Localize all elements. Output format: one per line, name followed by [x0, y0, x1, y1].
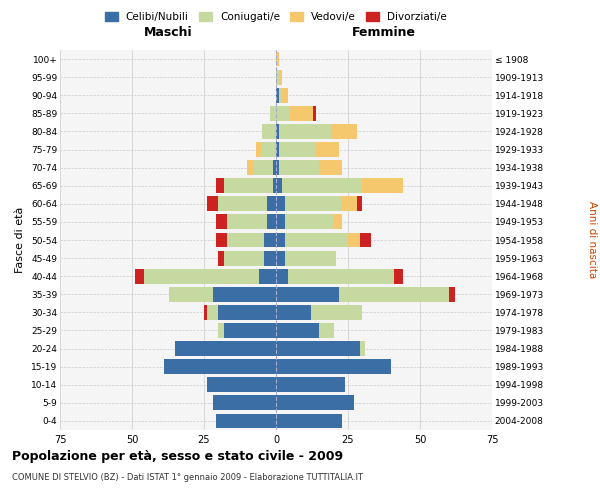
Bar	[215, 414, 276, 428]
Bar	[348, 232, 359, 248]
Bar	[316, 142, 340, 157]
Bar	[284, 232, 348, 248]
Bar	[284, 250, 337, 266]
Bar	[279, 70, 282, 84]
Bar	[273, 178, 276, 193]
Bar	[224, 323, 276, 338]
Text: COMUNE DI STELVIO (BZ) - Dati ISTAT 1° gennaio 2009 - Elaborazione TUTTITALIA.IT: COMUNE DI STELVIO (BZ) - Dati ISTAT 1° g…	[12, 472, 363, 482]
Bar	[253, 160, 273, 175]
Bar	[207, 305, 218, 320]
Text: Femmine: Femmine	[352, 26, 416, 39]
Bar	[276, 287, 340, 302]
Bar	[276, 88, 279, 102]
Bar	[218, 323, 224, 338]
Bar	[359, 232, 371, 248]
Bar	[340, 287, 449, 302]
Bar	[218, 250, 224, 266]
Bar	[215, 214, 227, 230]
Bar	[313, 106, 316, 121]
Bar	[282, 178, 362, 193]
Bar	[259, 269, 276, 283]
Bar	[204, 305, 207, 320]
Bar	[276, 106, 290, 121]
Bar	[175, 341, 276, 356]
Bar	[276, 341, 359, 356]
Bar	[164, 359, 276, 374]
Bar	[256, 142, 262, 157]
Bar	[265, 232, 276, 248]
Bar	[268, 214, 276, 230]
Bar	[279, 124, 331, 139]
Bar	[224, 178, 273, 193]
Y-axis label: Fasce di età: Fasce di età	[16, 207, 25, 273]
Bar	[207, 378, 276, 392]
Text: Maschi: Maschi	[143, 26, 193, 39]
Bar	[135, 269, 143, 283]
Bar	[276, 414, 342, 428]
Bar	[276, 70, 279, 84]
Bar	[319, 323, 334, 338]
Bar	[287, 269, 394, 283]
Bar	[279, 142, 316, 157]
Bar	[262, 124, 276, 139]
Bar	[215, 178, 224, 193]
Bar	[212, 396, 276, 410]
Bar	[224, 250, 265, 266]
Bar	[276, 160, 279, 175]
Bar	[276, 142, 279, 157]
Bar	[356, 196, 362, 211]
Bar	[276, 359, 391, 374]
Bar	[362, 178, 403, 193]
Bar	[227, 214, 268, 230]
Bar	[276, 250, 284, 266]
Bar	[449, 287, 455, 302]
Bar	[311, 305, 362, 320]
Bar	[218, 196, 268, 211]
Bar	[282, 88, 287, 102]
Bar	[359, 341, 365, 356]
Bar	[276, 232, 284, 248]
Bar	[276, 52, 279, 66]
Bar	[169, 287, 212, 302]
Bar	[334, 214, 342, 230]
Bar	[273, 160, 276, 175]
Bar	[215, 232, 227, 248]
Bar	[276, 323, 319, 338]
Bar	[331, 124, 356, 139]
Bar	[227, 232, 265, 248]
Bar	[212, 287, 276, 302]
Bar	[276, 269, 287, 283]
Bar	[284, 214, 334, 230]
Bar	[342, 196, 356, 211]
Bar	[247, 160, 253, 175]
Bar	[143, 269, 259, 283]
Bar	[268, 196, 276, 211]
Bar	[276, 396, 354, 410]
Bar	[262, 142, 276, 157]
Bar	[218, 305, 276, 320]
Bar	[284, 196, 342, 211]
Bar	[276, 124, 279, 139]
Bar	[276, 305, 311, 320]
Bar	[394, 269, 403, 283]
Bar	[265, 250, 276, 266]
Bar	[276, 196, 284, 211]
Bar	[270, 106, 276, 121]
Bar	[276, 378, 345, 392]
Legend: Celibi/Nubili, Coniugati/e, Vedovi/e, Divorziati/e: Celibi/Nubili, Coniugati/e, Vedovi/e, Di…	[101, 8, 451, 26]
Bar	[290, 106, 313, 121]
Text: Popolazione per età, sesso e stato civile - 2009: Popolazione per età, sesso e stato civil…	[12, 450, 343, 463]
Bar	[279, 88, 282, 102]
Text: Anni di nascita: Anni di nascita	[587, 202, 597, 278]
Bar	[207, 196, 218, 211]
Bar	[276, 214, 284, 230]
Bar	[279, 160, 319, 175]
Bar	[319, 160, 342, 175]
Bar	[276, 178, 282, 193]
